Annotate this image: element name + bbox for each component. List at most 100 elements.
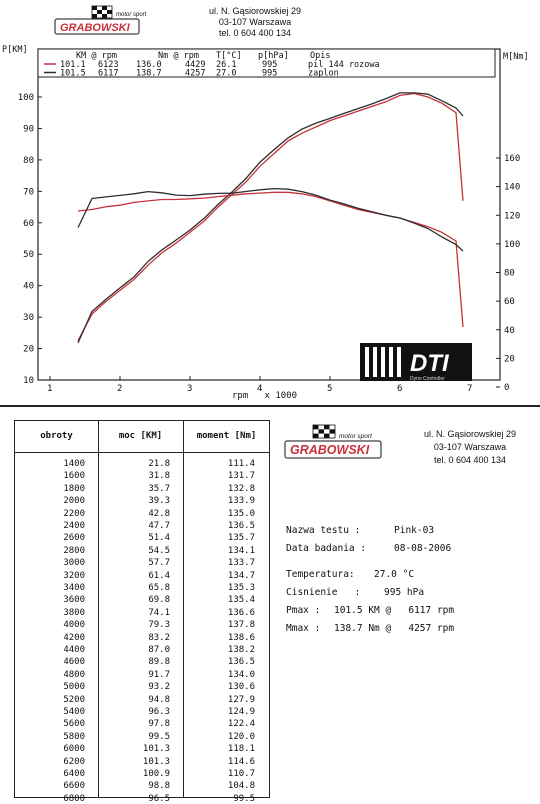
pressure-label: Cisnienie : <box>286 587 361 598</box>
table-cell-power: 89.8 <box>148 657 170 668</box>
mmax-label: Mmax : <box>286 623 321 634</box>
test-date-label: Data badania : <box>286 543 367 554</box>
table-cell-rpm: 4800 <box>63 669 85 680</box>
table-cell-rpm: 6400 <box>63 769 85 779</box>
legend-value: 4429 <box>185 60 205 70</box>
legend-header-cell: Nm @ rpm <box>158 51 199 61</box>
series-lines <box>77 92 464 344</box>
pressure-value: 995 hPa <box>384 587 425 598</box>
table-cell-power: 47.7 <box>148 521 170 531</box>
table-cell-rpm: 2800 <box>63 545 85 556</box>
table-cell-power: 31.8 <box>148 471 170 482</box>
checkered-flag-icon <box>312 424 336 439</box>
legend-value: 136.0 <box>136 60 162 70</box>
table-cell-rpm: 3600 <box>63 595 85 606</box>
y-left-tick-label: 100 <box>18 93 34 103</box>
table-cell-torque: 132.8 <box>227 483 255 494</box>
table-cell-power: 83.2 <box>148 632 170 643</box>
table-cell-power: 101.3 <box>142 744 170 755</box>
table-cell-power: 96.5 <box>148 793 170 804</box>
table-cell-torque: 135.0 <box>227 508 255 519</box>
x-tick-label: 6 <box>397 384 402 394</box>
legend-value: 6123 <box>98 60 118 70</box>
table-cell-power: 57.7 <box>148 558 170 569</box>
table-cell-torque: 110.7 <box>227 769 255 779</box>
x-tick-label: 4 <box>257 384 262 394</box>
table-cell-torque: 135.7 <box>227 533 255 544</box>
legend-value: 101.5 <box>60 69 86 79</box>
badge-text: DTI <box>410 350 450 377</box>
table-cell-torque: 136.5 <box>227 657 255 668</box>
table-cell-rpm: 6800 <box>63 793 85 804</box>
table-cell-torque: 122.4 <box>227 719 255 730</box>
table-cell-power: 79.3 <box>148 620 170 631</box>
column-divider <box>98 421 99 797</box>
x-tick-label: 5 <box>327 384 332 394</box>
test-name-label: Nazwa testu : <box>286 525 361 536</box>
table-cell-rpm: 2200 <box>63 508 85 519</box>
legend-box <box>37 48 496 78</box>
table-cell-rpm: 3800 <box>63 607 85 618</box>
table-cell-power: 94.8 <box>148 694 170 705</box>
x-tick-label: 3 <box>187 384 192 394</box>
table-cell-torque: 138.2 <box>227 645 255 655</box>
legend-value: 138.7 <box>136 69 162 79</box>
table-cell-power: 101.3 <box>142 756 170 767</box>
y-left-tick-label: 70 <box>23 187 34 197</box>
checkered-flag-icon <box>91 5 113 19</box>
y-right-tick-label: 0 <box>504 383 509 393</box>
table-cell-power: 96.3 <box>148 707 170 717</box>
address-line: ul. N. Gąsiorowskiej 29 <box>208 6 302 16</box>
y-right-tick-label: 60 <box>504 297 515 307</box>
x-axis-label: rpm x 1000 <box>232 391 297 401</box>
logo-wordmark: GRABOWSKI <box>290 443 370 457</box>
table-cell-torque: 120.0 <box>227 731 255 742</box>
legend-value: pil 144 rozowa <box>308 60 380 70</box>
table-cell-rpm: 4200 <box>63 632 85 643</box>
table-cell-torque: 138.6 <box>227 632 255 643</box>
table-cell-rpm: 2000 <box>63 496 85 507</box>
legend-value: 27.0 <box>216 69 236 79</box>
table-cell-rpm: 5400 <box>63 707 85 717</box>
table-cell-power: 91.7 <box>148 669 170 680</box>
table-cell-torque: 127.9 <box>227 694 255 705</box>
phone-line: tel. 0 604 400 134 <box>433 455 507 465</box>
y-left-tick-label: 30 <box>23 313 34 323</box>
legend: KM @ rpm Nm @ rpm T[°C] p[hPa] Opis 101.1 6123… <box>44 51 380 79</box>
address-block: ul. N. Gąsiorowskiej 29 03-107 Warszawa … <box>400 428 540 467</box>
legend-header-cell: KM @ rpm <box>76 51 117 61</box>
test-name-value: Pink-03 <box>394 525 435 536</box>
table-cell-rpm: 5000 <box>63 682 85 693</box>
series-line-power-pil-144-rozowa <box>77 92 464 342</box>
y-left-tick-label: 40 <box>23 282 34 292</box>
address-block: ul. N. Gąsiorowskiej 29 03-107 Warszawa … <box>185 6 325 39</box>
table-cell-power: 87.0 <box>148 645 170 655</box>
header-rpm: obroty <box>40 431 73 441</box>
badge-subtext: Dyno Controller <box>410 376 445 382</box>
temperature-value: 27.0 °C <box>374 569 415 580</box>
table-cell-torque: 124.9 <box>227 707 255 717</box>
table-cell-rpm: 5800 <box>63 731 85 742</box>
y-right-tick-label: 20 <box>504 354 515 364</box>
table-cell-power: 99.5 <box>148 731 170 742</box>
table-cell-rpm: 1800 <box>63 483 85 494</box>
y-left-tick-label: 60 <box>23 219 34 229</box>
pmax-value: 101.5 KM @ 6117 rpm <box>334 605 455 616</box>
table-cell-power: 98.8 <box>148 781 170 792</box>
temperature-label: Temperatura: <box>286 569 355 580</box>
table-cell-torque: 134.1 <box>227 545 255 556</box>
mmax-value: 138.7 Nm @ 4257 rpm <box>334 623 455 634</box>
table-cell-rpm: 4000 <box>63 620 85 631</box>
axis-ticks: 1 2 3 4 5 6 7 10 20 30 40 50 60 70 80 90 100 0 20 40 60 80 100… <box>18 93 521 394</box>
address-line: 03-107 Warszawa <box>433 442 507 452</box>
table-cell-power: 74.1 <box>148 607 170 618</box>
y-right-tick-label: 160 <box>504 154 520 164</box>
table-cell-torque: 118.1 <box>227 744 255 755</box>
left-axis-label: P[KM] <box>2 45 28 55</box>
table-cell-power: 100.9 <box>142 769 170 779</box>
y-right-tick-label: 100 <box>504 240 520 250</box>
logo-tagline: motor sport <box>339 433 373 440</box>
header-power: moc [KM] <box>118 431 163 441</box>
dyno-chart: P[KM] M[Nm] KM @ rpm Nm @ rpm T[°C] p[hPa] O… <box>2 45 529 401</box>
table-cell-power: 39.3 <box>148 496 170 507</box>
